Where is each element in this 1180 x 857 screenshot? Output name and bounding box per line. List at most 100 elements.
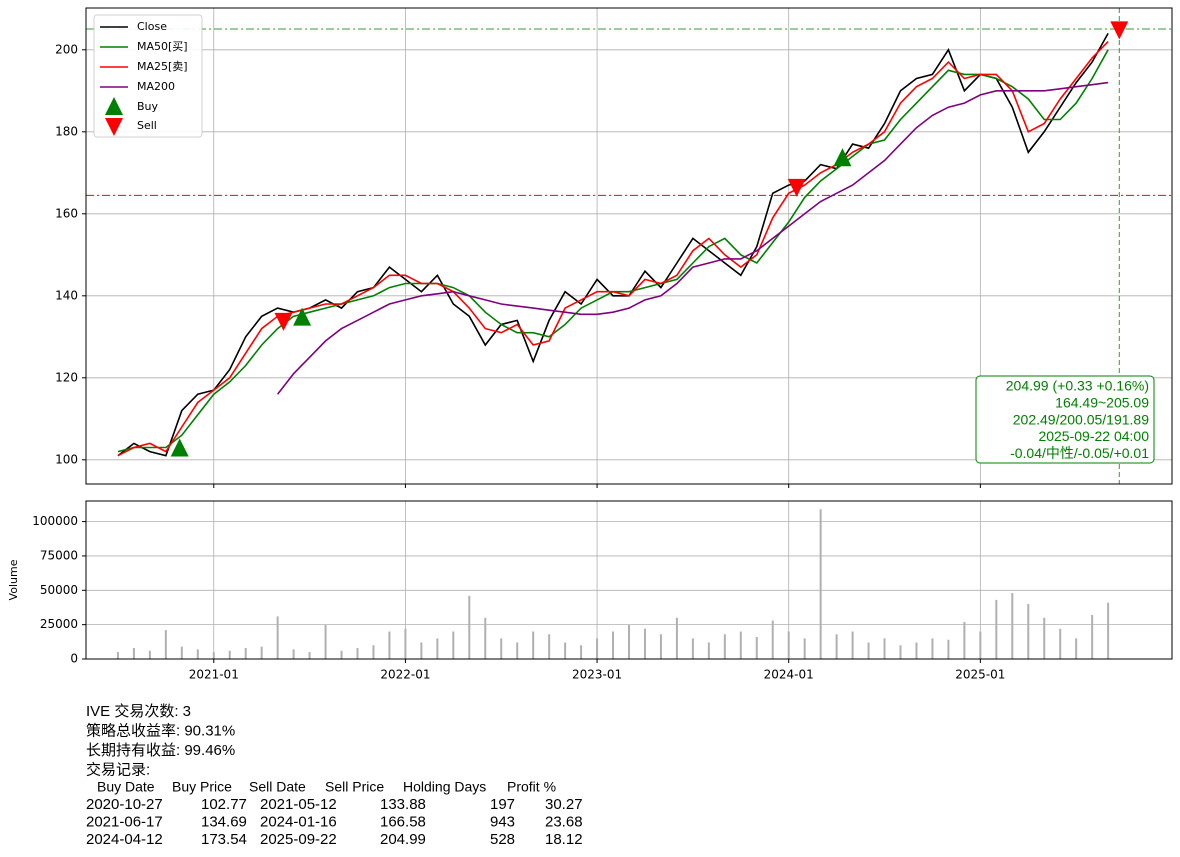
table-cell: 2020-10-27 <box>86 796 163 813</box>
annotation-text: 2025-09-22 04:00 <box>1038 428 1149 444</box>
table-cell: 528 <box>490 831 515 848</box>
buy-marker <box>170 438 189 457</box>
axes-frame <box>85 500 1173 660</box>
volume-bar <box>915 642 918 659</box>
x-tick-label: 2023-01 <box>572 668 622 682</box>
volume-bar <box>835 634 838 659</box>
y-tick-label: 0 <box>70 652 78 666</box>
y-tick-label: 50000 <box>40 583 78 597</box>
report-line: IVE 交易次数: 3 <box>86 702 191 720</box>
y-tick-label: 25000 <box>40 617 78 631</box>
volume-bar <box>931 638 934 659</box>
volume-bar <box>420 642 423 659</box>
volume-bar <box>580 645 583 659</box>
volume-bar <box>308 652 311 659</box>
price-line <box>117 33 1109 457</box>
volume-bar <box>883 638 886 659</box>
buy-marker <box>833 148 852 167</box>
volume-bar <box>372 645 375 659</box>
sell-marker <box>1110 21 1129 40</box>
annotation-text: -0.04/中性/-0.05/+0.01 <box>1010 445 1149 461</box>
volume-bar <box>260 646 263 659</box>
table-header: Holding Days <box>403 779 486 795</box>
volume-bar <box>404 628 407 659</box>
volume-bar <box>643 628 646 659</box>
volume-bar <box>628 624 630 659</box>
volume-bar <box>947 639 950 659</box>
volume-bar <box>500 638 503 659</box>
table-cell: 134.69 <box>201 813 247 830</box>
volume-bar <box>324 624 327 659</box>
y-tick-label: 100 <box>55 452 78 466</box>
volume-bar <box>723 634 726 659</box>
price-line <box>276 81 1109 395</box>
axes-frame <box>85 7 1173 485</box>
volume-bar <box>452 631 455 659</box>
annotation-box <box>975 375 1155 464</box>
table-cell: 2024-01-16 <box>260 813 337 830</box>
table-cell: 18.12 <box>545 831 583 848</box>
volume-bar <box>388 631 391 659</box>
volume-bar <box>468 595 471 659</box>
table-cell: 23.68 <box>545 813 583 830</box>
volume-bar <box>1059 628 1062 659</box>
volume-bar <box>180 646 183 659</box>
volume-bar <box>707 642 710 659</box>
table-header: Buy Price <box>172 779 232 795</box>
table-cell: 204.99 <box>380 831 426 848</box>
volume-bar <box>963 621 966 659</box>
volume-bar <box>244 648 247 659</box>
volume-bar <box>548 634 551 659</box>
volume-bar <box>196 649 199 659</box>
y-tick-label: 100000 <box>32 514 78 528</box>
sell-marker <box>787 178 806 197</box>
report-line: 策略总收益率: 90.31% <box>86 722 235 739</box>
volume-bar <box>1043 617 1046 659</box>
volume-bar <box>132 648 135 659</box>
volume-bar <box>787 631 790 659</box>
volume-bar <box>1091 615 1094 659</box>
table-cell: 197 <box>490 796 515 813</box>
table-cell: 102.77 <box>201 796 247 813</box>
table-cell: 2024-04-12 <box>86 831 163 848</box>
x-tick-label: 2021-01 <box>189 668 239 682</box>
volume-bar <box>148 650 151 659</box>
table-cell: 2021-06-17 <box>86 813 163 830</box>
table-cell: 133.88 <box>380 796 426 813</box>
volume-bar <box>564 642 567 659</box>
volume-bar <box>1027 604 1030 659</box>
volume-bar <box>116 652 119 659</box>
volume-bar <box>596 638 599 659</box>
volume-bar <box>803 638 806 659</box>
legend-box <box>93 14 203 138</box>
table-cell: 2025-09-22 <box>260 831 337 848</box>
x-tick-label: 2024-01 <box>764 668 814 682</box>
legend-swatch <box>105 118 123 136</box>
volume-bar <box>771 620 774 659</box>
volume-bar <box>819 509 822 659</box>
legend-label: MA200 <box>137 80 175 93</box>
table-cell: 30.27 <box>545 796 583 813</box>
volume-bar <box>212 652 215 659</box>
volume-bar <box>356 648 359 659</box>
y-axis-label: Volume <box>7 559 20 600</box>
y-tick-label: 75000 <box>40 548 78 562</box>
x-tick-label: 2022-01 <box>380 668 430 682</box>
buy-marker <box>293 307 312 326</box>
sell-marker <box>274 312 293 331</box>
y-tick-label: 140 <box>55 288 78 302</box>
volume-bar <box>867 642 870 659</box>
volume-bar <box>612 631 615 659</box>
y-tick-label: 180 <box>55 124 78 138</box>
volume-bar <box>532 631 535 659</box>
volume-bar <box>164 630 167 659</box>
y-tick-label: 160 <box>55 206 78 220</box>
volume-bar <box>228 650 231 659</box>
table-header: Sell Date <box>249 779 306 795</box>
x-tick-label: 2025-01 <box>955 668 1005 682</box>
volume-bar <box>292 649 295 659</box>
legend-label: Buy <box>137 100 159 113</box>
volume-bar <box>739 631 742 659</box>
table-cell: 166.58 <box>380 813 426 830</box>
